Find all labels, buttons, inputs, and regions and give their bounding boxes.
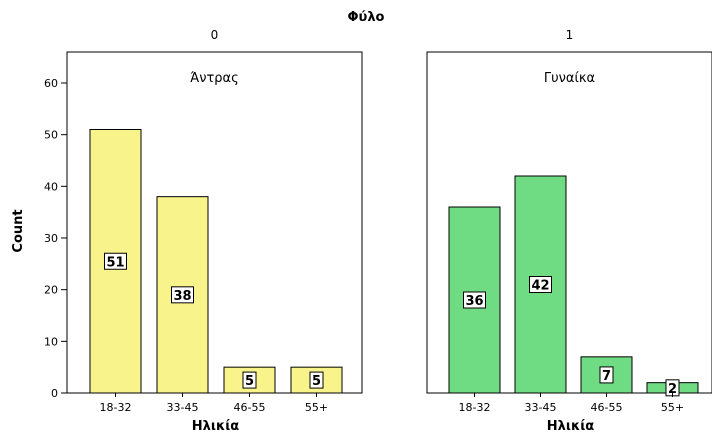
y-tick-label: 60 (44, 77, 58, 90)
x-tick-label: 33-45 (525, 401, 557, 414)
data-label-box (242, 371, 257, 389)
data-label: 42 (531, 279, 549, 294)
panel-header: 1 (566, 28, 574, 42)
data-label: 36 (465, 294, 483, 309)
data-label-box (599, 366, 614, 384)
chart-panels: 01020304050600Άντρας5118-323833-45546-55… (44, 28, 712, 432)
data-label: 2 (668, 382, 677, 397)
data-label: 5 (312, 374, 321, 389)
data-label-box (309, 371, 324, 389)
x-tick-label: 18-32 (459, 401, 491, 414)
x-axis-label: Ηλικία (547, 419, 594, 432)
x-tick-label: 33-45 (167, 401, 199, 414)
panel-label: Άντρας (190, 71, 239, 86)
data-label-box (529, 276, 552, 293)
data-label: 38 (173, 289, 191, 304)
y-tick-label: 30 (44, 232, 58, 245)
data-label-box (463, 291, 486, 309)
chart-panel: 1 Γυναίκα 36 18-32 42 33-45 7 46-55 2 55+ Ηλικία (426, 28, 712, 432)
panel-frame (426, 51, 712, 394)
y-tick-label: 10 (44, 335, 58, 348)
x-tick-label: 46-55 (234, 401, 266, 414)
x-axis-label: Ηλικία (192, 419, 239, 432)
y-tick-label: 20 (44, 284, 58, 297)
x-tick-label: 55+ (661, 401, 684, 414)
data-label-box (104, 252, 127, 270)
panel-label: Γυναίκα (544, 71, 595, 86)
x-tick-label: 46-55 (591, 401, 623, 414)
x-tick-label: 55+ (305, 401, 328, 414)
y-tick-label: 0 (51, 387, 58, 400)
panel-frame (66, 51, 363, 394)
data-label-box (171, 286, 194, 304)
panel-header: 0 (211, 28, 219, 42)
y-tick-label: 40 (44, 180, 58, 193)
data-label: 7 (602, 369, 611, 384)
chart-title: Φύλο (348, 10, 385, 25)
x-tick-label: 18-32 (100, 401, 132, 414)
y-tick-label: 50 (44, 129, 58, 142)
y-axis-label: Count (11, 209, 26, 252)
data-label: 51 (106, 255, 124, 270)
data-label: 5 (245, 374, 254, 389)
chart-panel: 0 Άντρας 51 18-32 38 33-45 5 46-55 5 55+ Ηλικία (66, 28, 363, 432)
